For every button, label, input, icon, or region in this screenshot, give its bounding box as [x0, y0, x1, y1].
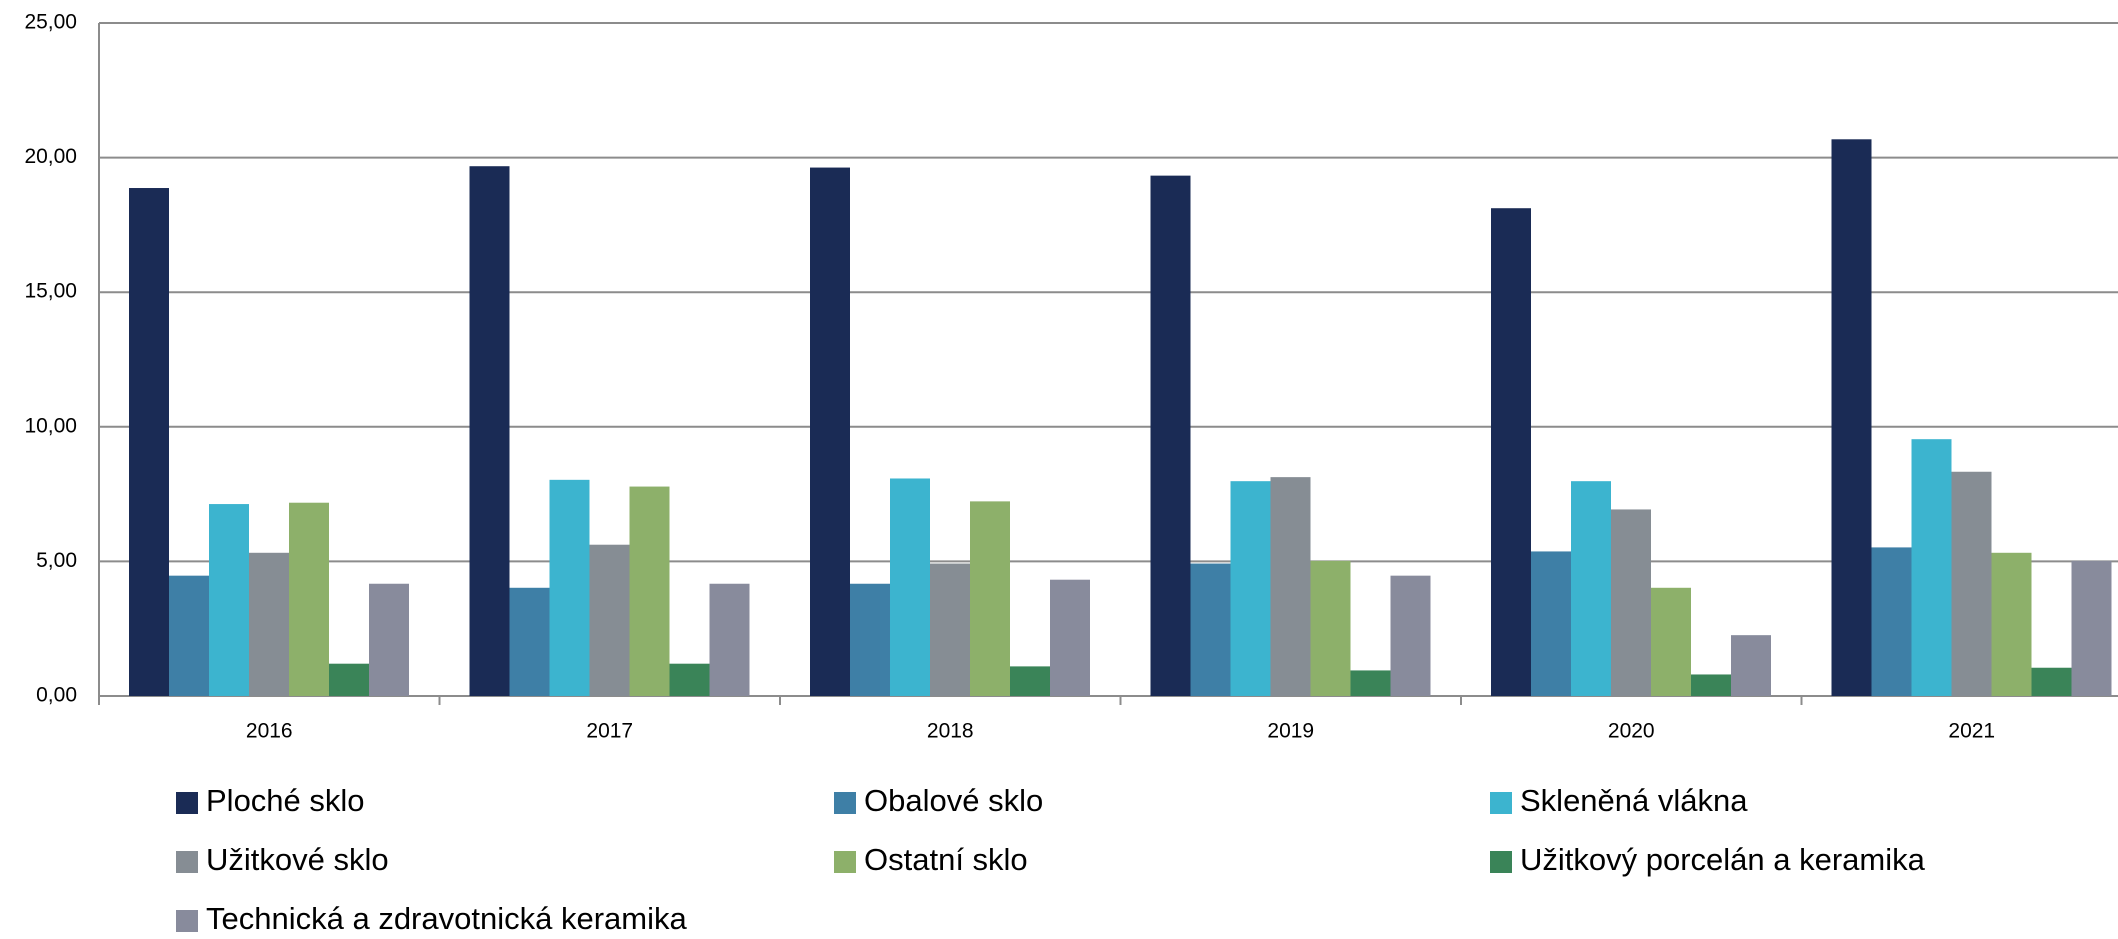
bar	[329, 663, 369, 696]
legend-label: Skleněná vlákna	[1520, 783, 1748, 818]
bar	[1951, 471, 1992, 696]
legend-swatch	[834, 851, 856, 873]
bar	[249, 552, 289, 696]
x-tick-label: 2020	[1608, 720, 1655, 743]
bar	[890, 478, 930, 696]
legend-swatch	[1490, 792, 1512, 814]
bar	[129, 188, 169, 696]
y-tick-label: 15,00	[24, 280, 77, 303]
bar	[1010, 666, 1050, 696]
y-tick-label: 20,00	[24, 145, 77, 168]
legend-label: Užitkové sklo	[206, 842, 389, 877]
bar	[1831, 139, 1872, 696]
legend-label: Ploché sklo	[206, 783, 365, 818]
bar	[369, 583, 409, 696]
y-tick-label: 5,00	[36, 549, 77, 572]
legend-swatch	[176, 851, 198, 873]
bar	[669, 663, 710, 696]
bar	[970, 501, 1010, 696]
bar	[1531, 551, 1571, 696]
legend-label: Ostatní sklo	[864, 842, 1028, 877]
bar	[1350, 670, 1391, 696]
bar	[469, 166, 510, 696]
bar	[1871, 547, 1912, 696]
y-tick-label: 0,00	[36, 684, 77, 707]
bar	[1611, 509, 1651, 696]
bar	[1991, 552, 2032, 696]
x-tick-label: 2016	[246, 720, 293, 743]
bar	[1310, 560, 1351, 696]
bar	[1491, 208, 1531, 696]
y-tick-label: 10,00	[24, 414, 77, 437]
y-tick-label: 25,00	[24, 11, 77, 34]
legend-label: Technická a zdravotnická keramika	[206, 901, 687, 936]
bar	[2031, 667, 2072, 696]
bar	[2071, 560, 2112, 696]
bar	[509, 587, 550, 696]
bar	[1230, 481, 1271, 696]
bar	[1270, 477, 1311, 696]
bar	[1911, 439, 1952, 696]
bar	[1651, 587, 1691, 696]
bar	[1050, 579, 1090, 696]
legend-swatch	[176, 792, 198, 814]
legend-swatch	[834, 792, 856, 814]
bar	[1150, 175, 1191, 696]
bar	[1731, 635, 1771, 696]
legend-swatch	[176, 910, 198, 932]
bar	[289, 502, 329, 696]
bar	[850, 583, 890, 696]
x-tick-label: 2017	[586, 720, 633, 743]
bar	[169, 575, 209, 696]
bar	[709, 583, 750, 696]
bar	[1390, 575, 1431, 696]
bar	[209, 504, 249, 696]
x-tick-label: 2019	[1267, 720, 1314, 743]
legend-label: Užitkový porcelán a keramika	[1520, 842, 1926, 877]
bar	[810, 167, 850, 696]
bar	[1571, 481, 1611, 696]
bar	[1691, 674, 1731, 696]
legend-label: Obalové sklo	[864, 783, 1043, 818]
bar	[549, 479, 590, 696]
bar	[930, 563, 970, 696]
x-tick-label: 2021	[1948, 720, 1995, 743]
legend-swatch	[1490, 851, 1512, 873]
x-tick-label: 2018	[927, 720, 974, 743]
bar	[629, 486, 670, 696]
bar	[1190, 563, 1231, 696]
bar	[589, 544, 630, 696]
